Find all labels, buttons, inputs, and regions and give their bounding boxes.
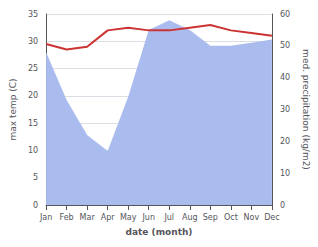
svg-text:Jan: Jan [39, 213, 52, 222]
svg-text:20: 20 [28, 91, 38, 100]
svg-text:0: 0 [33, 201, 38, 210]
svg-text:0: 0 [280, 201, 285, 210]
svg-text:Apr: Apr [101, 213, 116, 222]
svg-text:60: 60 [280, 10, 290, 19]
svg-text:10: 10 [280, 169, 290, 178]
svg-text:Jun: Jun [141, 213, 155, 222]
svg-text:Aug: Aug [182, 213, 198, 222]
svg-text:med. precipitation (kg/m2): med. precipitation (kg/m2) [301, 49, 311, 170]
svg-text:25: 25 [28, 64, 38, 73]
svg-text:15: 15 [28, 119, 38, 128]
svg-text:Dec: Dec [264, 213, 279, 222]
svg-text:40: 40 [280, 73, 290, 82]
svg-text:Sep: Sep [203, 213, 218, 222]
svg-text:10: 10 [28, 146, 38, 155]
svg-text:date (month): date (month) [126, 227, 193, 237]
svg-text:Jul: Jul [163, 213, 174, 222]
svg-text:Mar: Mar [80, 213, 96, 222]
svg-text:Feb: Feb [60, 213, 74, 222]
svg-text:35: 35 [28, 10, 38, 19]
svg-text:30: 30 [28, 37, 38, 46]
svg-text:Nov: Nov [244, 213, 260, 222]
svg-text:max temp (C): max temp (C) [8, 78, 18, 140]
svg-text:Oct: Oct [224, 213, 238, 222]
svg-text:20: 20 [280, 137, 290, 146]
svg-text:5: 5 [33, 173, 38, 182]
svg-text:50: 50 [280, 41, 290, 50]
svg-text:30: 30 [280, 105, 290, 114]
svg-text:May: May [120, 213, 137, 222]
